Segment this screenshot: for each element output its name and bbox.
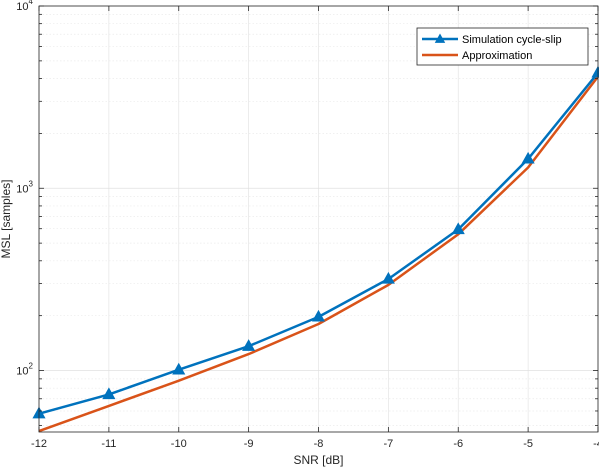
ticks: -12-11-10-9-8-7-6-5-4102103104 <box>16 0 599 450</box>
x-tick-label: -11 <box>101 438 116 450</box>
x-tick-label: -10 <box>171 438 187 450</box>
x-tick-label: -4 <box>593 438 599 450</box>
y-tick-label: 102 <box>16 362 33 378</box>
data-point-simulation <box>102 387 116 400</box>
x-tick-label: -7 <box>383 438 393 450</box>
data-point-simulation <box>242 339 256 351</box>
y-tick-label: 103 <box>16 179 33 195</box>
y-tick-label: 104 <box>16 0 33 13</box>
legend: Simulation cycle-slip Approximation <box>416 27 589 66</box>
data-point-simulation <box>521 151 535 164</box>
y-tick-exponent: 3 <box>29 179 34 188</box>
legend-label-simulation: Simulation cycle-slip <box>462 34 562 46</box>
y-tick-exponent: 4 <box>29 0 34 6</box>
data-point-simulation <box>451 222 465 235</box>
y-tick-base: 10 <box>16 1 28 13</box>
x-tick-label: -12 <box>31 438 47 450</box>
y-tick-base: 10 <box>16 183 28 195</box>
series-line-approximation <box>38 75 599 433</box>
series-layer <box>32 65 599 433</box>
x-tick-label: -5 <box>523 438 533 450</box>
x-tick-label: -8 <box>314 438 324 450</box>
data-point-simulation <box>381 271 395 284</box>
legend-label-approximation: Approximation <box>462 50 532 62</box>
data-point-simulation <box>172 362 186 375</box>
legend-marker-simulation <box>434 33 446 43</box>
y-tick-exponent: 2 <box>29 362 34 371</box>
y-tick-base: 10 <box>16 366 28 378</box>
data-point-simulation <box>311 309 326 322</box>
y-axis-label: MSL [samples] <box>0 180 13 259</box>
x-tick-label: -6 <box>453 438 463 450</box>
x-axis-label: SNR [dB] <box>293 453 343 467</box>
x-tick-label: -9 <box>244 438 254 450</box>
legend-box <box>416 27 589 66</box>
